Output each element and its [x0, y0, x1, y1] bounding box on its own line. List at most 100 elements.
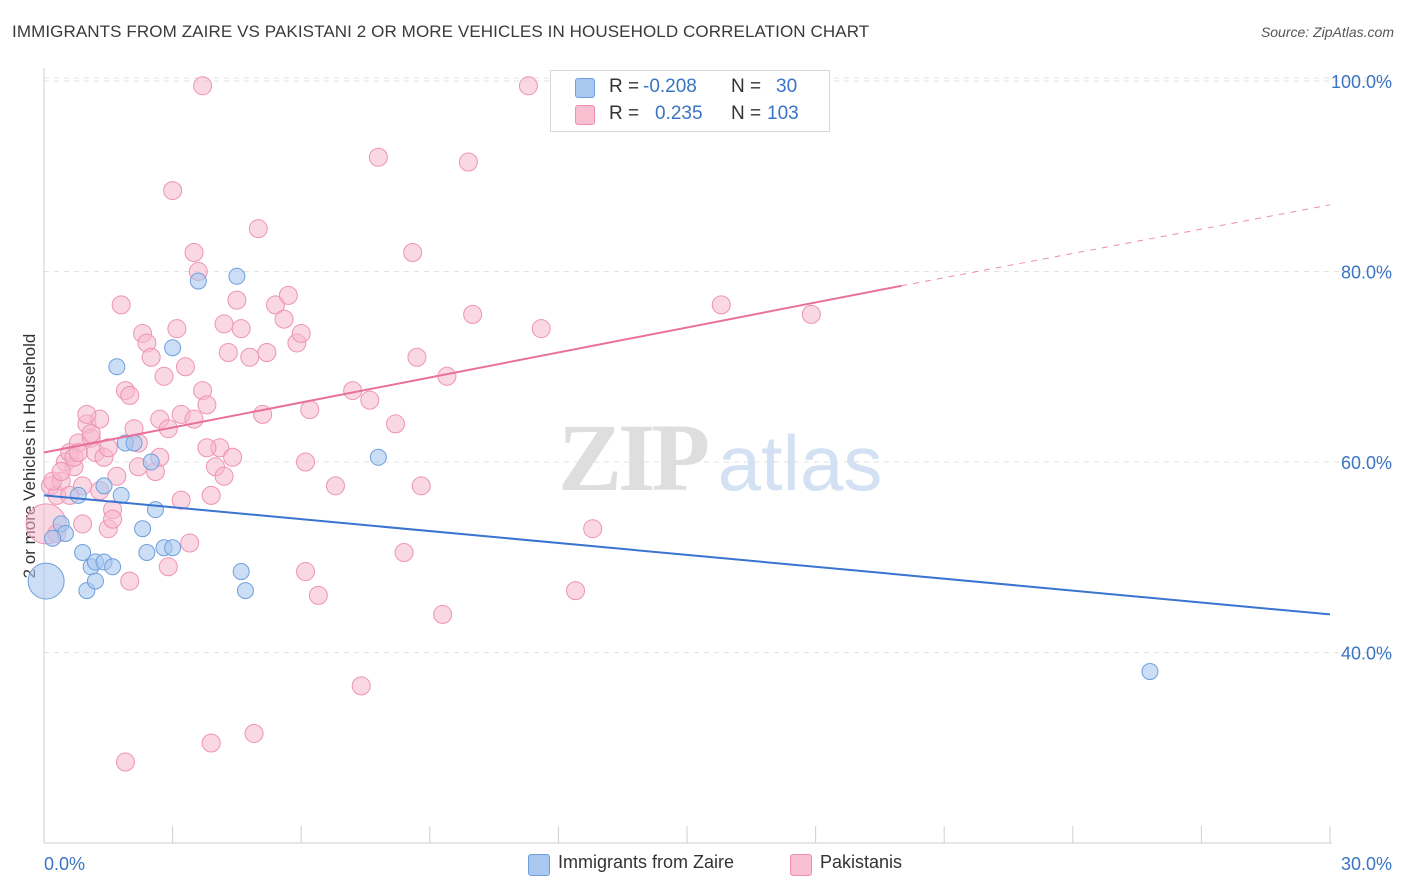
zaire-point	[104, 558, 122, 576]
legend-n-label: N =	[731, 103, 762, 124]
y-tick-label: 80.0%	[1341, 263, 1392, 283]
pakistani-point	[73, 514, 93, 534]
zaire-point	[112, 486, 130, 504]
zaire-point	[164, 339, 182, 357]
pakistani-point	[295, 452, 315, 472]
pakistani-point	[193, 76, 213, 96]
pakistani-point	[103, 509, 123, 529]
pakistani-point	[120, 385, 140, 405]
pakistani-point	[81, 423, 101, 443]
zaire-point	[95, 477, 113, 495]
pakistani-point	[141, 347, 161, 367]
chart-title: IMMIGRANTS FROM ZAIRE VS PAKISTANI 2 OR …	[12, 22, 870, 41]
zaire-point	[1141, 663, 1159, 681]
watermark: ZIP atlas	[558, 404, 882, 511]
zaire-trend-line	[43, 494, 1331, 616]
pakistani-point	[308, 585, 328, 605]
legend-r-label: R =	[609, 76, 640, 97]
pakistani-point	[197, 395, 217, 415]
pakistani-point	[360, 390, 380, 410]
pakistani-point	[167, 319, 187, 339]
zaire-point	[232, 563, 250, 581]
legend-n-label: N =	[731, 76, 762, 97]
pakistani-point	[531, 319, 551, 339]
pakistani-point	[51, 462, 71, 482]
pakistani-point	[300, 400, 320, 420]
zaire-point	[86, 572, 104, 590]
pakistani-point	[458, 152, 478, 172]
pakistani-point	[218, 342, 238, 362]
pakistani-point	[278, 285, 298, 305]
pakistani-point	[411, 476, 431, 496]
pakistani-point	[111, 295, 131, 315]
bottom-legend-label-zaire: Immigrants from Zaire	[558, 852, 735, 872]
pakistani-point	[403, 242, 423, 262]
trend-lines	[43, 204, 1331, 616]
legend-r-value: 0.235	[655, 103, 703, 124]
pakistani-point	[394, 543, 414, 563]
pakistani-point	[295, 562, 315, 582]
pakistani-point	[274, 309, 294, 329]
bottom-legend-swatch-zaire	[528, 854, 550, 876]
tick-labels: 40.0% 60.0% 80.0% 100.0% 0.0% 30.0%	[44, 72, 1392, 874]
pakistani-point	[180, 533, 200, 553]
pakistani-point	[240, 347, 260, 367]
pakistani-point	[463, 304, 483, 324]
zaire-point	[189, 272, 207, 290]
zaire-point	[27, 562, 65, 600]
correlation-legend: R = -0.208 N = 30 R = 0.235 N = 103	[550, 70, 830, 132]
zaire-point	[236, 582, 254, 600]
pakistani-point	[801, 304, 821, 324]
pakistani-point	[711, 295, 731, 315]
zaire-point	[228, 267, 246, 285]
chart-source: Source: ZipAtlas.com	[1260, 24, 1394, 40]
bottom-legend-label-pakistani: Pakistanis	[820, 852, 903, 872]
pakistani-point	[433, 604, 453, 624]
pakistani-point	[154, 366, 174, 386]
zaire-point	[369, 448, 387, 466]
pakistani-point	[158, 557, 178, 577]
pakistani-point	[583, 519, 603, 539]
pakistani-point	[115, 752, 135, 772]
y-tick-label: 100.0%	[1331, 72, 1392, 92]
legend-r-value: -0.208	[643, 76, 697, 97]
pakistani-point	[163, 181, 183, 201]
pakistani-point	[175, 357, 195, 377]
watermark-zip: ZIP	[558, 404, 707, 511]
y-tick-label: 60.0%	[1341, 453, 1392, 473]
pakistani-point	[227, 290, 247, 310]
pakistani-point	[257, 342, 277, 362]
x-tick-label: 0.0%	[44, 854, 85, 874]
pakistani-point	[244, 723, 264, 743]
zaire-point	[44, 529, 62, 547]
zaire-point	[142, 453, 160, 471]
pakistani-point	[265, 295, 285, 315]
pakistani-point	[171, 490, 191, 510]
pakistani-point	[291, 323, 311, 343]
pakistani-point	[98, 438, 118, 458]
y-tick-label: 40.0%	[1341, 644, 1392, 664]
zaire-point	[134, 520, 152, 538]
pakistani-point	[407, 347, 427, 367]
legend-row-pakistani: R = 0.235 N = 103	[551, 101, 829, 127]
pakistani-trend-line	[43, 284, 902, 454]
pakistani-point	[223, 447, 243, 467]
pakistani-point	[325, 476, 345, 496]
pakistani-point	[197, 438, 217, 458]
pakistani-point	[214, 314, 234, 334]
watermark-atlas: atlas	[718, 419, 883, 507]
x-tick-label: 30.0%	[1341, 854, 1392, 874]
zaire-point	[108, 358, 126, 376]
pakistani-point	[231, 319, 251, 339]
pakistani-point	[184, 242, 204, 262]
legend-r-label: R =	[609, 103, 640, 124]
zaire-point	[164, 539, 182, 557]
pakistani-point	[386, 414, 406, 434]
legend-n-value: 30	[776, 76, 798, 97]
pakistani-point	[248, 219, 268, 239]
pakistani-point	[566, 581, 586, 601]
pakistani-point	[351, 676, 371, 696]
pakistani-point	[120, 571, 140, 591]
pakistani-point	[77, 404, 97, 424]
